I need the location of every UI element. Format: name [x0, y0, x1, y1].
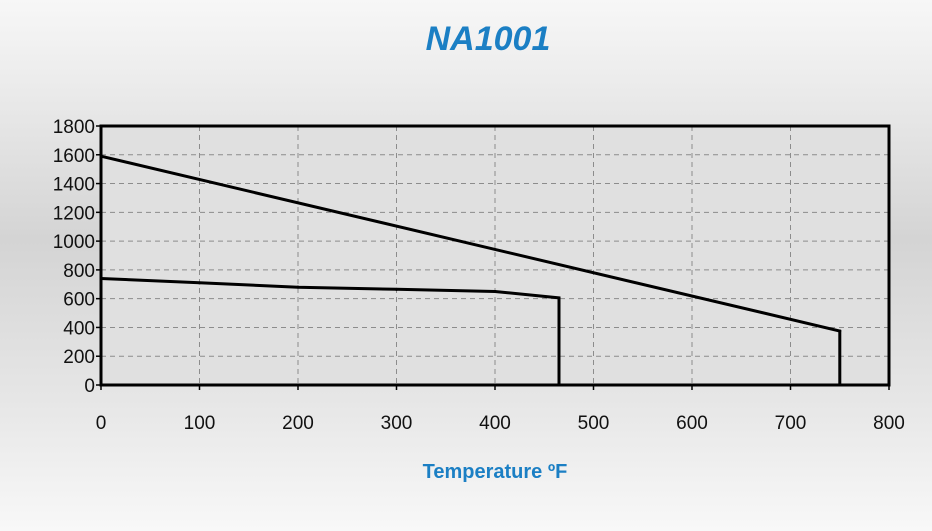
data-point-1-2 — [838, 329, 842, 333]
y-tick-label-6: 1200 — [53, 203, 95, 224]
x-tick-label-7: 700 — [775, 413, 807, 434]
data-point-2-2 — [198, 281, 201, 285]
x-tick-label-0: 0 — [96, 413, 107, 434]
y-tick-label-4: 800 — [63, 261, 95, 282]
x-axis-label: Temperature ºF — [423, 461, 568, 483]
y-tick-label-9: 1800 — [53, 117, 95, 138]
x-tick-label-8: 800 — [873, 413, 905, 434]
data-point-2-4 — [395, 287, 398, 291]
x-tick-label-6: 600 — [676, 413, 708, 434]
data-point-2-3 — [296, 285, 300, 289]
x-tick-label-5: 500 — [578, 413, 610, 434]
data-point-2-5 — [493, 289, 497, 293]
y-tick-label-1: 200 — [63, 347, 95, 368]
x-tick-label-4: 400 — [479, 413, 511, 434]
x-tick-label-2: 200 — [282, 413, 314, 434]
y-tick-label-8: 1600 — [53, 146, 95, 167]
y-tick-label-7: 1400 — [53, 175, 95, 196]
gridlines — [101, 126, 889, 385]
x-tick-label-3: 300 — [381, 413, 413, 434]
y-tick-label-5: 1000 — [53, 232, 95, 253]
chart-title: NA1001 — [426, 20, 551, 58]
data-point-2-6 — [557, 296, 561, 300]
x-axis-ticks: 0 100 200 300 400 500 600 700 800 — [96, 385, 905, 434]
y-tick-label-2: 400 — [63, 318, 95, 339]
y-tick-label-0: 0 — [84, 376, 95, 397]
y-axis-ticks: 0 200 400 600 800 1000 1200 1400 1600 1800 — [53, 117, 101, 397]
y-tick-label-3: 600 — [63, 290, 95, 311]
x-tick-label-1: 100 — [184, 413, 216, 434]
